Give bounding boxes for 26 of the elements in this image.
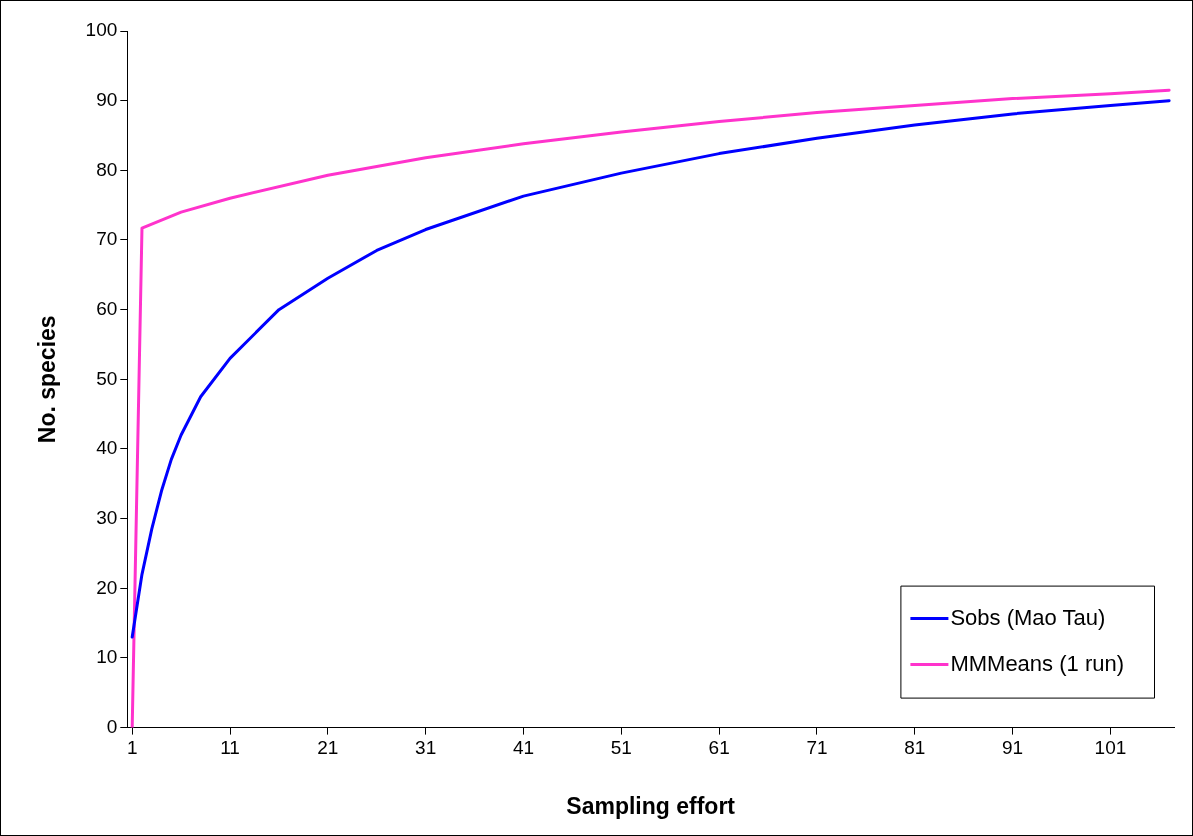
y-tick-label: 30: [96, 506, 118, 528]
x-tick-label: 81: [904, 737, 926, 759]
y-tick-label: 70: [96, 228, 118, 250]
y-tick-label: 0: [106, 715, 118, 737]
x-tick-label: 51: [610, 737, 632, 759]
y-tick-label: 20: [96, 576, 118, 598]
x-tick-label: 101: [1094, 737, 1127, 759]
y-tick-label: 40: [96, 437, 118, 459]
x-tick-label: 1: [126, 737, 138, 759]
y-tick-label: 90: [96, 88, 118, 110]
y-tick-label: 10: [96, 646, 118, 668]
x-tick-label: 11: [220, 737, 240, 759]
x-tick-label: 91: [1002, 737, 1024, 759]
x-axis-title: Sampling effort: [566, 792, 736, 819]
y-tick-label: 100: [85, 19, 118, 41]
x-tick-label: 21: [317, 737, 339, 759]
legend-label: MMMeans (1 run): [950, 650, 1124, 676]
y-tick-label: 50: [96, 367, 118, 389]
x-tick-label: 31: [415, 737, 437, 759]
y-tick-label: 60: [96, 297, 118, 319]
y-axis-title: No. species: [34, 315, 61, 444]
y-tick-label: 80: [96, 158, 118, 180]
x-tick-label: 61: [708, 737, 730, 759]
x-tick-label: 71: [806, 737, 828, 759]
x-tick-label: 41: [512, 737, 535, 759]
legend-label: Sobs (Mao Tau): [950, 604, 1106, 630]
